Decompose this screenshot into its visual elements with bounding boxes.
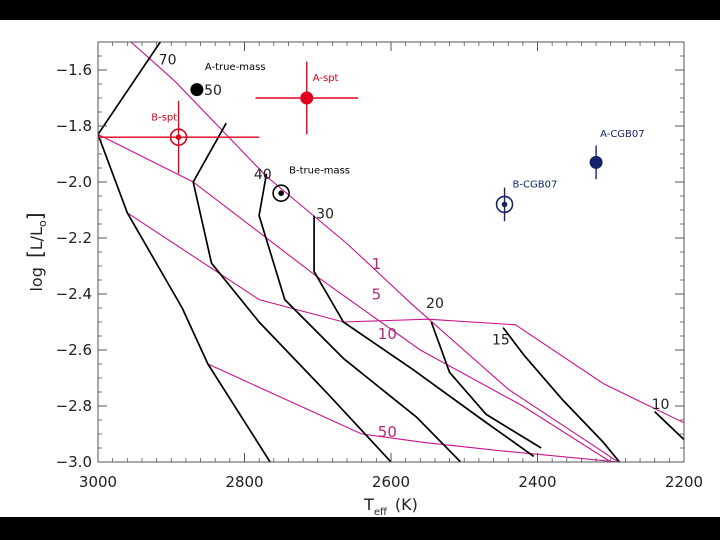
mass-track-lines: [98, 42, 684, 462]
b-cgb07-label: B-CGB07: [513, 180, 558, 191]
curve-labels: 70504030201510151050A-sptB-sptA-true-mas…: [151, 52, 669, 440]
isochrone-label-1: 1: [372, 255, 382, 273]
b-true-mass-point: [278, 190, 284, 196]
b-cgb07-ring: [495, 195, 514, 214]
mass-track-label-15: 15: [492, 332, 510, 348]
y-tick-label: −2.2: [56, 229, 92, 247]
a-spt-point: [300, 91, 314, 105]
mass-track-label-20: 20: [426, 296, 444, 312]
isochrone-line-5: [98, 133, 612, 462]
mass-track-line-50: [192, 122, 392, 462]
b-cgb07-point: [501, 201, 508, 208]
isochrone-label-50: 50: [378, 423, 397, 441]
mass-track-label-10: 10: [652, 397, 670, 413]
a-cgb07-point: [589, 155, 603, 169]
mass-track-line-40: [258, 173, 462, 462]
x-tick-label: 2600: [372, 473, 410, 491]
x-tick-label: 2200: [665, 473, 703, 491]
a-spt-label: A-spt: [313, 73, 339, 84]
y-axis-label: log [L/Lo]: [23, 212, 49, 291]
y-tick-label: −3.0: [56, 453, 92, 471]
a-true-mass-point: [190, 83, 204, 97]
b-spt-ring: [169, 128, 188, 146]
data-points: [98, 61, 603, 222]
mass-track-line-10: [654, 410, 684, 441]
mass-track-line-15: [502, 327, 621, 462]
y-tick-label: −2.0: [56, 173, 92, 191]
mass-track-label-70: 70: [159, 52, 177, 68]
a-true-mass-label: A-true-mass: [205, 62, 266, 73]
a-cgb07-label: A-CGB07: [600, 129, 645, 140]
isochrone-label-10: 10: [378, 325, 397, 343]
mass-track-label-40: 40: [254, 167, 272, 183]
mass-track-line-70: [98, 42, 271, 462]
mass-track-label-30: 30: [316, 206, 334, 222]
x-tick-label: 3000: [79, 473, 117, 491]
b-spt-point: [175, 134, 182, 140]
isochrone-line-1: [130, 42, 619, 462]
isochrone-line-50: [207, 363, 619, 462]
y-tick-label: −2.4: [56, 285, 92, 303]
y-tick-label: −2.8: [56, 397, 92, 415]
bottom-black-bar: [0, 517, 720, 540]
y-tick-label: −2.6: [56, 341, 92, 359]
top-black-bar: [0, 0, 720, 20]
b-true-mass-ring: [272, 184, 290, 202]
mass-track-label-50: 50: [204, 83, 222, 99]
x-tick-label: 2800: [225, 473, 263, 491]
x-tick-label: 2400: [518, 473, 556, 491]
b-true-mass-label: B-true-mass: [289, 166, 350, 177]
isochrone-label-5: 5: [372, 286, 382, 304]
x-axis-label: Teff (K): [363, 495, 418, 518]
isochrone-line-10: [126, 212, 684, 424]
b-spt-label: B-spt: [151, 112, 177, 123]
axes: 3000 2800 2600 2400 2200 −1.6 −1.8 −2.0 −2.2 −2.4…: [56, 41, 703, 491]
y-tick-label: −1.6: [56, 61, 92, 79]
y-tick-label: −1.8: [56, 117, 92, 135]
mass-track-line-30: [313, 215, 535, 458]
mass-track-line-20: [430, 321, 542, 449]
isochrone-lines: [98, 42, 684, 462]
